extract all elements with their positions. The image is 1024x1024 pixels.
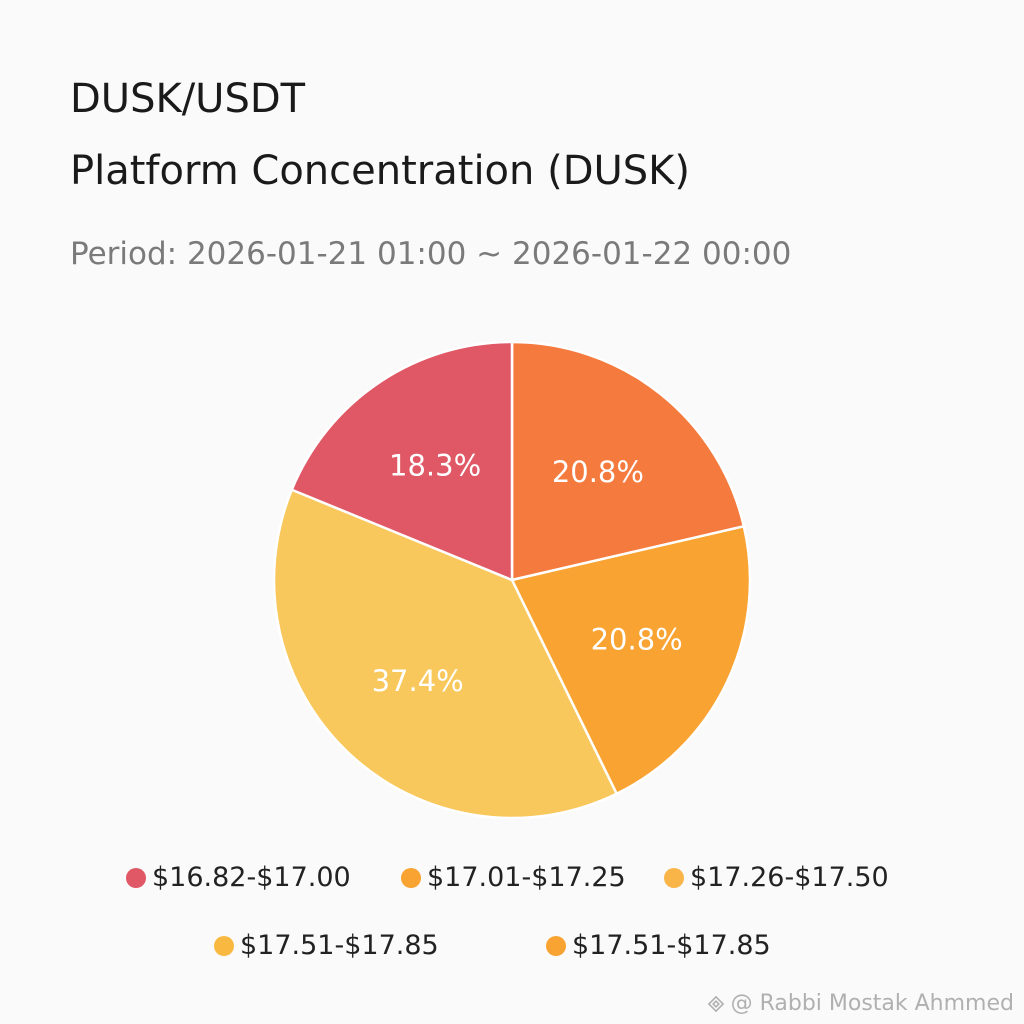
legend-swatch [546, 935, 566, 956]
legend-swatch [214, 935, 234, 956]
legend-label: $17.51-$17.85 [572, 930, 771, 961]
legend-swatch [664, 867, 684, 888]
legend-swatch [126, 867, 146, 888]
slice-label: 20.8% [591, 622, 683, 656]
pie-slice [510, 524, 752, 796]
chart-subtitle: Platform Concentration (DUSK) [70, 148, 690, 194]
legend-swatch [401, 867, 421, 888]
pie-slice [290, 340, 514, 582]
binance-square-icon [707, 995, 724, 1012]
legend-label: $17.26-$17.50 [690, 862, 889, 893]
watermark: @ Rabbi Mostak Ahmmed [705, 991, 1014, 1016]
legend-item: $17.51-$17.85 [546, 930, 771, 961]
legend-item: $16.82-$17.00 [126, 862, 351, 893]
slice-label: 20.8% [552, 455, 644, 489]
pie-slice [510, 340, 746, 582]
legend-label: $17.51-$17.85 [240, 930, 439, 961]
slice-label: 37.4% [372, 664, 464, 698]
legend-item: $17.51-$17.85 [214, 930, 439, 961]
period-label: Period: 2026-01-21 01:00 ~ 2026-01-22 00… [70, 236, 792, 272]
chart-title: DUSK/USDT [70, 76, 306, 122]
legend-item: $17.01-$17.25 [401, 862, 626, 893]
watermark-text: @ Rabbi Mostak Ahmmed [730, 991, 1014, 1016]
legend-item: $17.26-$17.50 [664, 862, 889, 893]
pie-slice [272, 488, 619, 820]
slice-label: 18.3% [389, 448, 481, 482]
legend-label: $17.01-$17.25 [427, 862, 626, 893]
legend-label: $16.82-$17.00 [152, 862, 351, 893]
